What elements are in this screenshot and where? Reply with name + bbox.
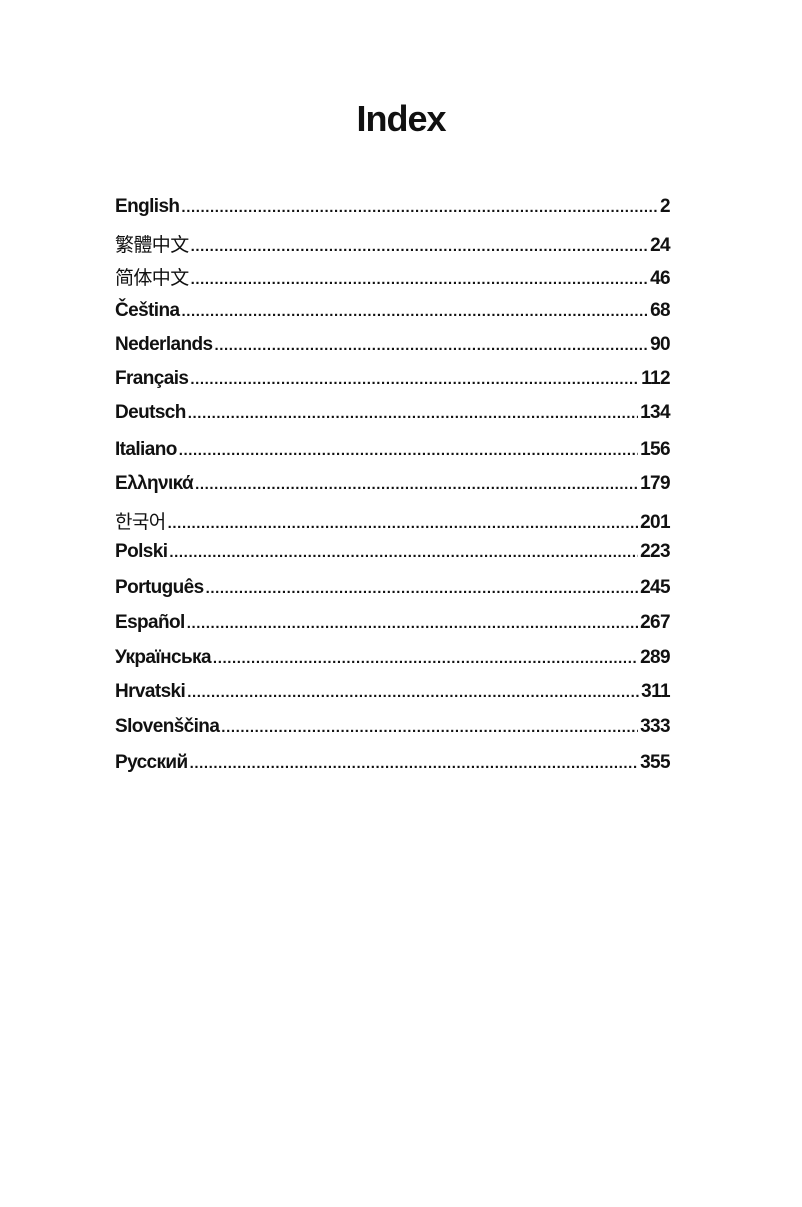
- dot-leader: [190, 371, 639, 388]
- entry-language: 简体中文: [115, 267, 189, 289]
- index-entry[interactable]: Español 267: [115, 612, 671, 638]
- index-entry[interactable]: Nederlands 90: [115, 334, 671, 360]
- dot-leader: [195, 476, 638, 493]
- dot-leader: [169, 544, 638, 561]
- index-entry[interactable]: Deutsch 134: [115, 402, 671, 428]
- index-entry[interactable]: Français 112: [115, 368, 671, 394]
- entry-page-number: 90: [650, 334, 671, 355]
- dot-leader: [206, 580, 639, 597]
- entry-page-number: 46: [650, 268, 671, 289]
- page-title: Index: [356, 98, 446, 139]
- entry-page-number: 223: [640, 541, 671, 562]
- dot-leader: [190, 755, 639, 772]
- entry-language: 繁體中文: [115, 234, 189, 256]
- dot-leader: [191, 271, 648, 288]
- index-entry[interactable]: Polski 223: [115, 541, 671, 567]
- dot-leader: [214, 337, 648, 354]
- index-entry[interactable]: Ελληνικά 179: [115, 473, 671, 499]
- entry-language: Español: [115, 612, 185, 633]
- entry-language: Hrvatski: [115, 681, 186, 702]
- entry-page-number: 2: [660, 196, 671, 217]
- dot-leader: [191, 238, 648, 255]
- entry-page-number: 156: [640, 439, 671, 460]
- entry-language: Čeština: [115, 300, 180, 321]
- entry-language: Українська: [115, 647, 212, 668]
- entry-page-number: 112: [641, 368, 670, 389]
- dot-leader: [179, 442, 638, 459]
- entry-page-number: 245: [640, 577, 671, 598]
- index-entry[interactable]: 简体中文 46: [115, 263, 671, 289]
- entry-page-number: 333: [640, 716, 671, 737]
- entry-page-number: 179: [640, 473, 671, 494]
- index-entry[interactable]: Slovenščina 333: [115, 716, 671, 742]
- dot-leader: [187, 615, 638, 632]
- entry-page-number: 134: [640, 402, 671, 423]
- entry-language: English: [115, 196, 180, 217]
- index-entry[interactable]: 한국어 201: [115, 507, 671, 533]
- entry-language: Italiano: [115, 439, 177, 460]
- index-entry[interactable]: 繁體中文 24: [115, 230, 671, 256]
- index-entry[interactable]: Português 245: [115, 577, 671, 603]
- dot-leader: [188, 405, 638, 422]
- index-entry[interactable]: Русский 355: [115, 752, 671, 778]
- entry-language: Polski: [115, 541, 168, 562]
- entry-page-number: 289: [640, 647, 671, 668]
- entry-page-number: 24: [650, 235, 671, 256]
- dot-leader: [213, 650, 638, 667]
- entry-language: Ελληνικά: [115, 473, 194, 494]
- index-entry[interactable]: Čeština 68: [115, 300, 671, 326]
- entry-page-number: 311: [641, 681, 670, 702]
- dot-leader: [221, 719, 638, 736]
- entry-language: 한국어: [115, 511, 166, 533]
- entry-language: Deutsch: [115, 402, 186, 423]
- entry-page-number: 355: [640, 752, 671, 773]
- entry-page-number: 267: [640, 612, 671, 633]
- entry-page-number: 201: [640, 512, 671, 533]
- index-entry[interactable]: Italiano 156: [115, 439, 671, 465]
- entry-language: Slovenščina: [115, 716, 220, 737]
- index-entry[interactable]: Українська 289: [115, 647, 671, 673]
- index-entry[interactable]: English 2: [115, 196, 671, 222]
- dot-leader: [181, 303, 648, 320]
- dot-leader: [187, 684, 639, 701]
- entry-language: Português: [115, 577, 204, 598]
- entry-language: Nederlands: [115, 334, 213, 355]
- dot-leader: [168, 515, 638, 532]
- entry-language: Русский: [115, 752, 188, 773]
- entry-page-number: 68: [650, 300, 671, 321]
- index-entry[interactable]: Hrvatski 311: [115, 681, 671, 707]
- dot-leader: [181, 199, 658, 216]
- entry-language: Français: [115, 368, 189, 389]
